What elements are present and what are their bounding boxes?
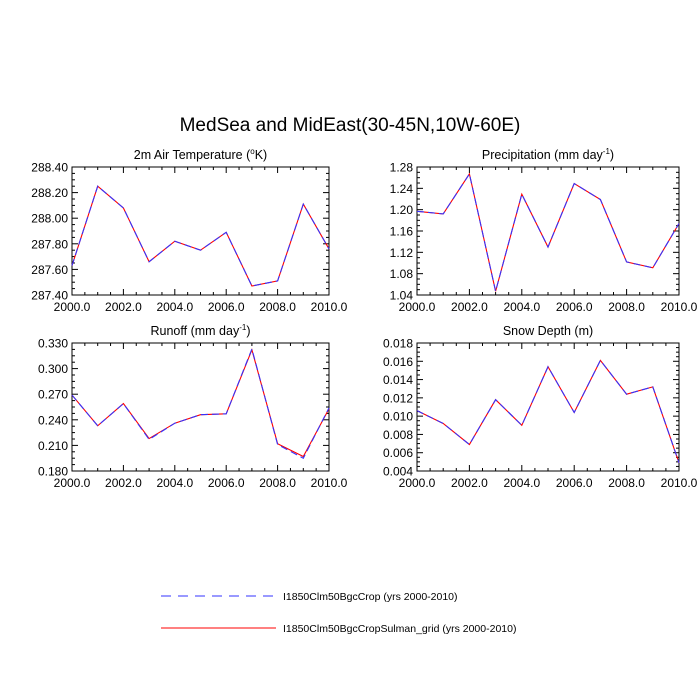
panel-1: 2m Air Temperature (oK) 287.40 287.60 287.8…: [31, 147, 347, 314]
y-tick-label: 288.40: [31, 161, 68, 175]
figure-title: MedSea and MidEast(30-45N,10W-60E): [180, 115, 521, 136]
y-tick-label: 0.330: [38, 337, 68, 351]
y-tick-label: 287.60: [31, 263, 68, 277]
y-tick-label: 0.004: [383, 465, 413, 479]
y-tick-label: 1.20: [390, 203, 414, 217]
y-tick-label: 288.20: [31, 186, 68, 200]
panel-title: Runoff (mm day-1): [151, 323, 251, 338]
y-tick-label: 0.016: [383, 355, 413, 369]
x-tick-label: 2010.0: [661, 476, 698, 490]
y-tick-label: 0.012: [383, 391, 413, 405]
y-tick-label: 287.40: [31, 289, 68, 303]
panel-2: Precipitation (mm day-1) 1.04 1.08 1.12 1.16…: [390, 147, 698, 314]
series-line-2: [416, 359, 680, 463]
series-line-1: [416, 359, 680, 463]
x-tick-label: 2010.0: [311, 300, 348, 314]
legend: I1850Clm50BgcCrop (yrs 2000-2010) I1850C…: [161, 591, 516, 635]
x-tick-label: 2000.0: [54, 476, 91, 490]
y-tick-label: 0.210: [38, 439, 68, 453]
x-tick-label: 2006.0: [556, 300, 593, 314]
x-tick-label: 2006.0: [208, 300, 245, 314]
series-line-2: [416, 172, 680, 292]
x-tick-label: 2000.0: [54, 300, 91, 314]
panel-3: Runoff (mm day-1) 0.180 0.210 0.240 0.270 0.3…: [38, 323, 348, 490]
y-tick-label: 0.180: [38, 465, 68, 479]
x-tick-label: 2008.0: [608, 476, 645, 490]
x-tick-label: 2010.0: [661, 300, 698, 314]
y-tick-label: 0.006: [383, 446, 413, 460]
x-tick-label: 2004.0: [156, 300, 193, 314]
y-tick-label: 1.04: [390, 289, 414, 303]
y-tick-label: 0.010: [383, 410, 413, 424]
y-tick-label: 1.28: [390, 161, 414, 175]
series-line-1: [71, 347, 330, 459]
panel-title: Snow Depth (m): [503, 324, 593, 338]
y-tick-label: 1.08: [390, 267, 414, 281]
legend-label-series-2: I1850Clm50BgcCropSulman_grid (yrs 2000-2…: [283, 623, 516, 635]
x-tick-label: 2008.0: [259, 476, 296, 490]
plot-frame: [71, 342, 330, 472]
y-tick-label: 1.24: [390, 182, 414, 196]
x-tick-label: 2006.0: [208, 476, 245, 490]
x-tick-label: 2000.0: [399, 476, 436, 490]
series-line-2: [71, 185, 330, 287]
panel-title: Precipitation (mm day-1): [482, 147, 614, 162]
x-tick-label: 2000.0: [399, 300, 436, 314]
chart-panels: 2m Air Temperature (oK) 287.40 287.60 287.8…: [31, 147, 697, 490]
x-tick-label: 2010.0: [311, 476, 348, 490]
x-tick-label: 2002.0: [105, 300, 142, 314]
y-tick-label: 287.80: [31, 237, 68, 251]
panel-title: 2m Air Temperature (oK): [134, 147, 267, 162]
plot-frame: [416, 166, 680, 296]
y-tick-label: 0.270: [38, 388, 68, 402]
x-tick-label: 2006.0: [556, 476, 593, 490]
y-tick-label: 0.240: [38, 413, 68, 427]
series-line-1: [416, 172, 680, 292]
y-tick-label: 0.300: [38, 362, 68, 376]
y-tick-label: 0.014: [383, 373, 413, 387]
y-tick-label: 1.12: [390, 246, 414, 260]
y-tick-label: 288.00: [31, 212, 68, 226]
x-tick-label: 2004.0: [156, 476, 193, 490]
x-tick-label: 2008.0: [608, 300, 645, 314]
x-tick-label: 2002.0: [451, 476, 488, 490]
x-tick-label: 2004.0: [503, 300, 540, 314]
panel-4: Snow Depth (m) 0.004 0.006 0.008 0.010 0.012 0…: [383, 324, 698, 490]
x-tick-label: 2002.0: [451, 300, 488, 314]
plot-frame: [71, 166, 330, 296]
y-tick-label: 0.018: [383, 337, 413, 351]
series-line-1: [71, 185, 330, 287]
y-tick-label: 0.008: [383, 428, 413, 442]
x-tick-label: 2004.0: [503, 476, 540, 490]
legend-label-series-1: I1850Clm50BgcCrop (yrs 2000-2010): [283, 591, 458, 603]
y-tick-label: 1.16: [390, 225, 414, 239]
plot-frame: [416, 342, 680, 472]
x-tick-label: 2002.0: [105, 476, 142, 490]
x-tick-label: 2008.0: [259, 300, 296, 314]
series-line-2: [71, 348, 330, 458]
